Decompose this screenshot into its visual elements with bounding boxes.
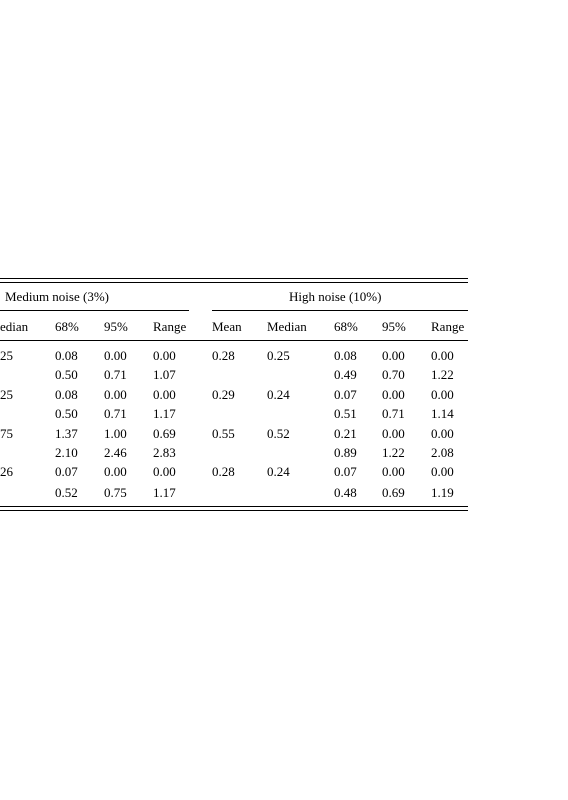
table-cell: 0.55 (212, 426, 235, 441)
table-cell: 0.08 (334, 348, 357, 363)
table-cell: 1.22 (431, 367, 454, 382)
table-cell: 2.10 (55, 445, 78, 460)
table-cell: 0.70 (382, 367, 405, 382)
table-cell: 0.08 (55, 387, 78, 402)
table-cell: 0.28 (212, 348, 235, 363)
table-cell: 0.52 (267, 426, 290, 441)
table-cell: 0.07 (334, 387, 357, 402)
table-cell: 1.14 (431, 406, 454, 421)
table-cell: 0.29 (212, 387, 235, 402)
col-header-range-high: Range (431, 319, 465, 334)
table-cell: 0.51 (334, 406, 357, 421)
table-cell: 0.00 (153, 387, 176, 402)
col-header-median-high: Median (267, 319, 307, 334)
table-cell: 0.69 (382, 485, 405, 500)
table-cell: 0.00 (382, 348, 405, 363)
table-cell: 0.00 (382, 387, 405, 402)
table-cell: 0.08 (55, 348, 78, 363)
col-header-mean-high: Mean (212, 319, 242, 334)
table-cell: 0.00 (382, 426, 405, 441)
table-cell: 2.08 (431, 445, 454, 460)
table-cell: 75 (0, 426, 13, 441)
table-cell: 0.52 (55, 485, 78, 500)
table-cell: 0.24 (267, 387, 290, 402)
table-cell: 0.00 (431, 426, 454, 441)
table-cell: 25 (0, 348, 13, 363)
table-cell: 0.48 (334, 485, 357, 500)
group-header-medium-noise: Medium noise (3%) (5, 289, 109, 304)
table-cell: 1.00 (104, 426, 127, 441)
col-header-68-high: 68% (334, 319, 358, 334)
table-cell: 0.00 (431, 348, 454, 363)
table-cell: 25 (0, 387, 13, 402)
table-cell: 2.46 (104, 445, 127, 460)
table-cell: 0.07 (334, 464, 357, 479)
table-top-rule-2 (0, 282, 468, 283)
table-cell: 0.24 (267, 464, 290, 479)
col-header-median-medium: edian (0, 319, 29, 334)
table-cell: 0.00 (153, 348, 176, 363)
col-header-range-medium: Range (153, 319, 187, 334)
table-cell: 0.00 (104, 387, 127, 402)
table-cell: 0.00 (153, 464, 176, 479)
table-cell: 1.19 (431, 485, 454, 500)
table-cell: 1.17 (153, 406, 176, 421)
table-cell: 26 (0, 464, 13, 479)
header-bottom-rule (0, 340, 468, 341)
table-cell: 0.28 (212, 464, 235, 479)
table-cell: 1.07 (153, 367, 176, 382)
table-cell: 0.71 (104, 367, 127, 382)
col-header-95-high: 95% (382, 319, 406, 334)
table-cell: 0.69 (153, 426, 176, 441)
table-cell: 0.00 (104, 464, 127, 479)
table-cell: 0.75 (104, 485, 127, 500)
table-cell: 0.25 (267, 348, 290, 363)
table-cell: 0.71 (382, 406, 405, 421)
table-cell: 0.71 (104, 406, 127, 421)
table-cell: 0.00 (431, 387, 454, 402)
table-cell: 0.49 (334, 367, 357, 382)
table-cell: 0.21 (334, 426, 357, 441)
table-bottom-rule-2 (0, 510, 468, 511)
table-cell: 0.00 (431, 464, 454, 479)
col-header-68-medium: 68% (55, 319, 79, 334)
table-cell: 1.22 (382, 445, 405, 460)
group-underline-medium-noise (0, 310, 189, 311)
table-cell: 0.50 (55, 367, 78, 382)
group-header-high-noise: High noise (10%) (289, 289, 382, 304)
col-header-95-medium: 95% (104, 319, 128, 334)
table-cell: 0.00 (382, 464, 405, 479)
table-cell: 0.00 (104, 348, 127, 363)
table-cell: 1.37 (55, 426, 78, 441)
table-cell: 0.89 (334, 445, 357, 460)
table-cell: 0.50 (55, 406, 78, 421)
table-bottom-rule-1 (0, 506, 468, 507)
table-cell: 0.07 (55, 464, 78, 479)
group-underline-high-noise (212, 310, 468, 311)
table-top-rule-1 (0, 278, 468, 279)
table-cell: 2.83 (153, 445, 176, 460)
table-cell: 1.17 (153, 485, 176, 500)
